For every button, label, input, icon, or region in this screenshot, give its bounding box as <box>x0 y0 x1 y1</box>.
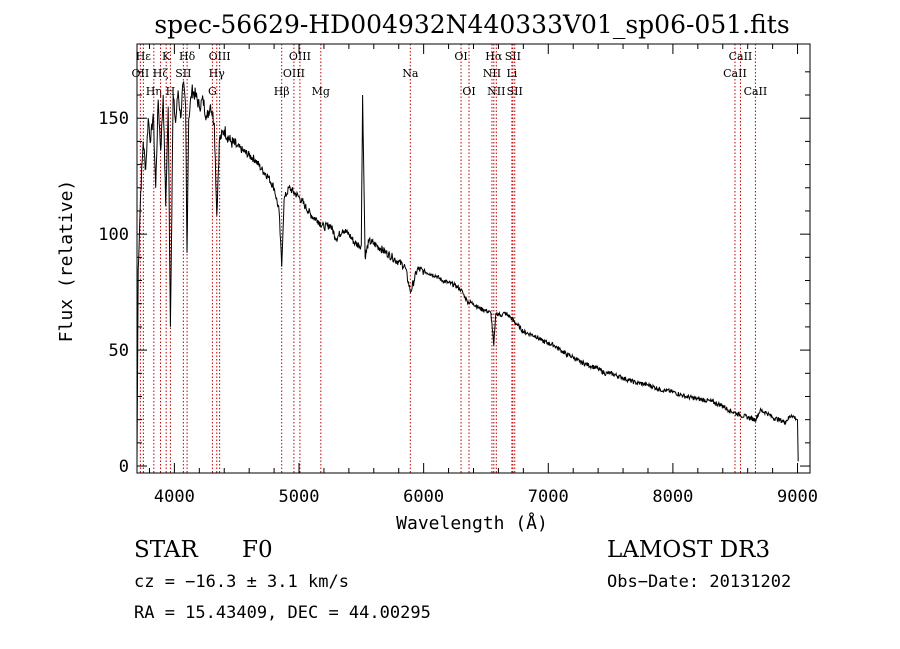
y-axis-label: Flux (relative) <box>56 180 77 343</box>
line-label-CaII-8498: CaII <box>723 67 747 80</box>
line-label-CaII-8542: CaII <box>729 50 753 63</box>
axes: 4000 5000 6000 7000 8000 9000 0 50 100 150 <box>98 44 818 507</box>
line-label-NII-6583: NII <box>487 85 505 98</box>
line-label-Heta: Hη <box>146 85 162 98</box>
line-label-OI-6300: OI <box>454 50 467 63</box>
line-label-G: G <box>208 85 217 98</box>
line-label-NII-6548: NII <box>483 67 501 80</box>
line-label-Halpha: Hα <box>485 50 503 63</box>
observation-date: Obs−Date: 20131202 <box>607 572 792 592</box>
survey-label: LAMOST DR3 <box>607 537 771 563</box>
x-tick-label: 7000 <box>528 487 569 507</box>
flux-series-line <box>136 81 799 462</box>
x-tick-label: 9000 <box>777 487 818 507</box>
plot-frame <box>136 43 811 474</box>
y-tick-label: 100 <box>98 225 129 245</box>
line-label-K: K <box>162 50 171 63</box>
x-axis-label: Wavelength (Å) <box>396 512 548 534</box>
line-label-OII: OII <box>132 67 150 80</box>
x-tick-label: 6000 <box>403 487 444 507</box>
x-tick-label: 4000 <box>154 487 195 507</box>
line-label-OIII-5007: OIII <box>289 50 311 63</box>
line-label-Li: Li <box>506 67 517 80</box>
line-label-OI-6364: OI <box>462 85 475 98</box>
y-tick-label: 50 <box>109 341 129 361</box>
line-label-SII-6731: SII <box>507 85 523 98</box>
line-label-Hbeta: Hβ <box>274 85 290 98</box>
spectral-line-markers: Hε OII Hη K Hζ H SII Hδ OIII Hγ G Hβ OIII OIII Mg Na OI O… <box>132 44 768 473</box>
line-label-Mg: Mg <box>312 85 330 98</box>
x-tick-label: 5000 <box>279 487 320 507</box>
line-label-OIII-4363: OIII <box>209 50 231 63</box>
line-label-SII-blue: SII <box>175 67 191 80</box>
y-tick-label: 150 <box>98 109 129 129</box>
line-label-H: H <box>166 85 176 98</box>
coordinates: RA = 15.43409, DEC = 44.00295 <box>134 603 431 623</box>
subclass-label: F0 <box>242 537 273 563</box>
class-label: STAR <box>134 537 198 563</box>
redshift-velocity: cz = −16.3 ± 3.1 km/s <box>134 572 349 592</box>
line-label-Hdelta: Hδ <box>179 50 196 63</box>
line-label-Na: Na <box>402 67 419 80</box>
line-label-SII-6716: SII <box>505 50 521 63</box>
chart-title: spec-56629-HD004932N440333V01_sp06-051.f… <box>154 10 789 39</box>
line-label-OIII-4959: OIII <box>283 67 305 80</box>
line-label-Hgamma: Hγ <box>209 67 226 80</box>
line-label-Hepsilon: Hε <box>136 50 152 63</box>
line-label-CaII-8662: CaII <box>744 85 768 98</box>
x-tick-label: 8000 <box>652 487 693 507</box>
y-tick-label: 0 <box>119 457 129 477</box>
line-label-Hzeta: Hζ <box>153 67 169 80</box>
